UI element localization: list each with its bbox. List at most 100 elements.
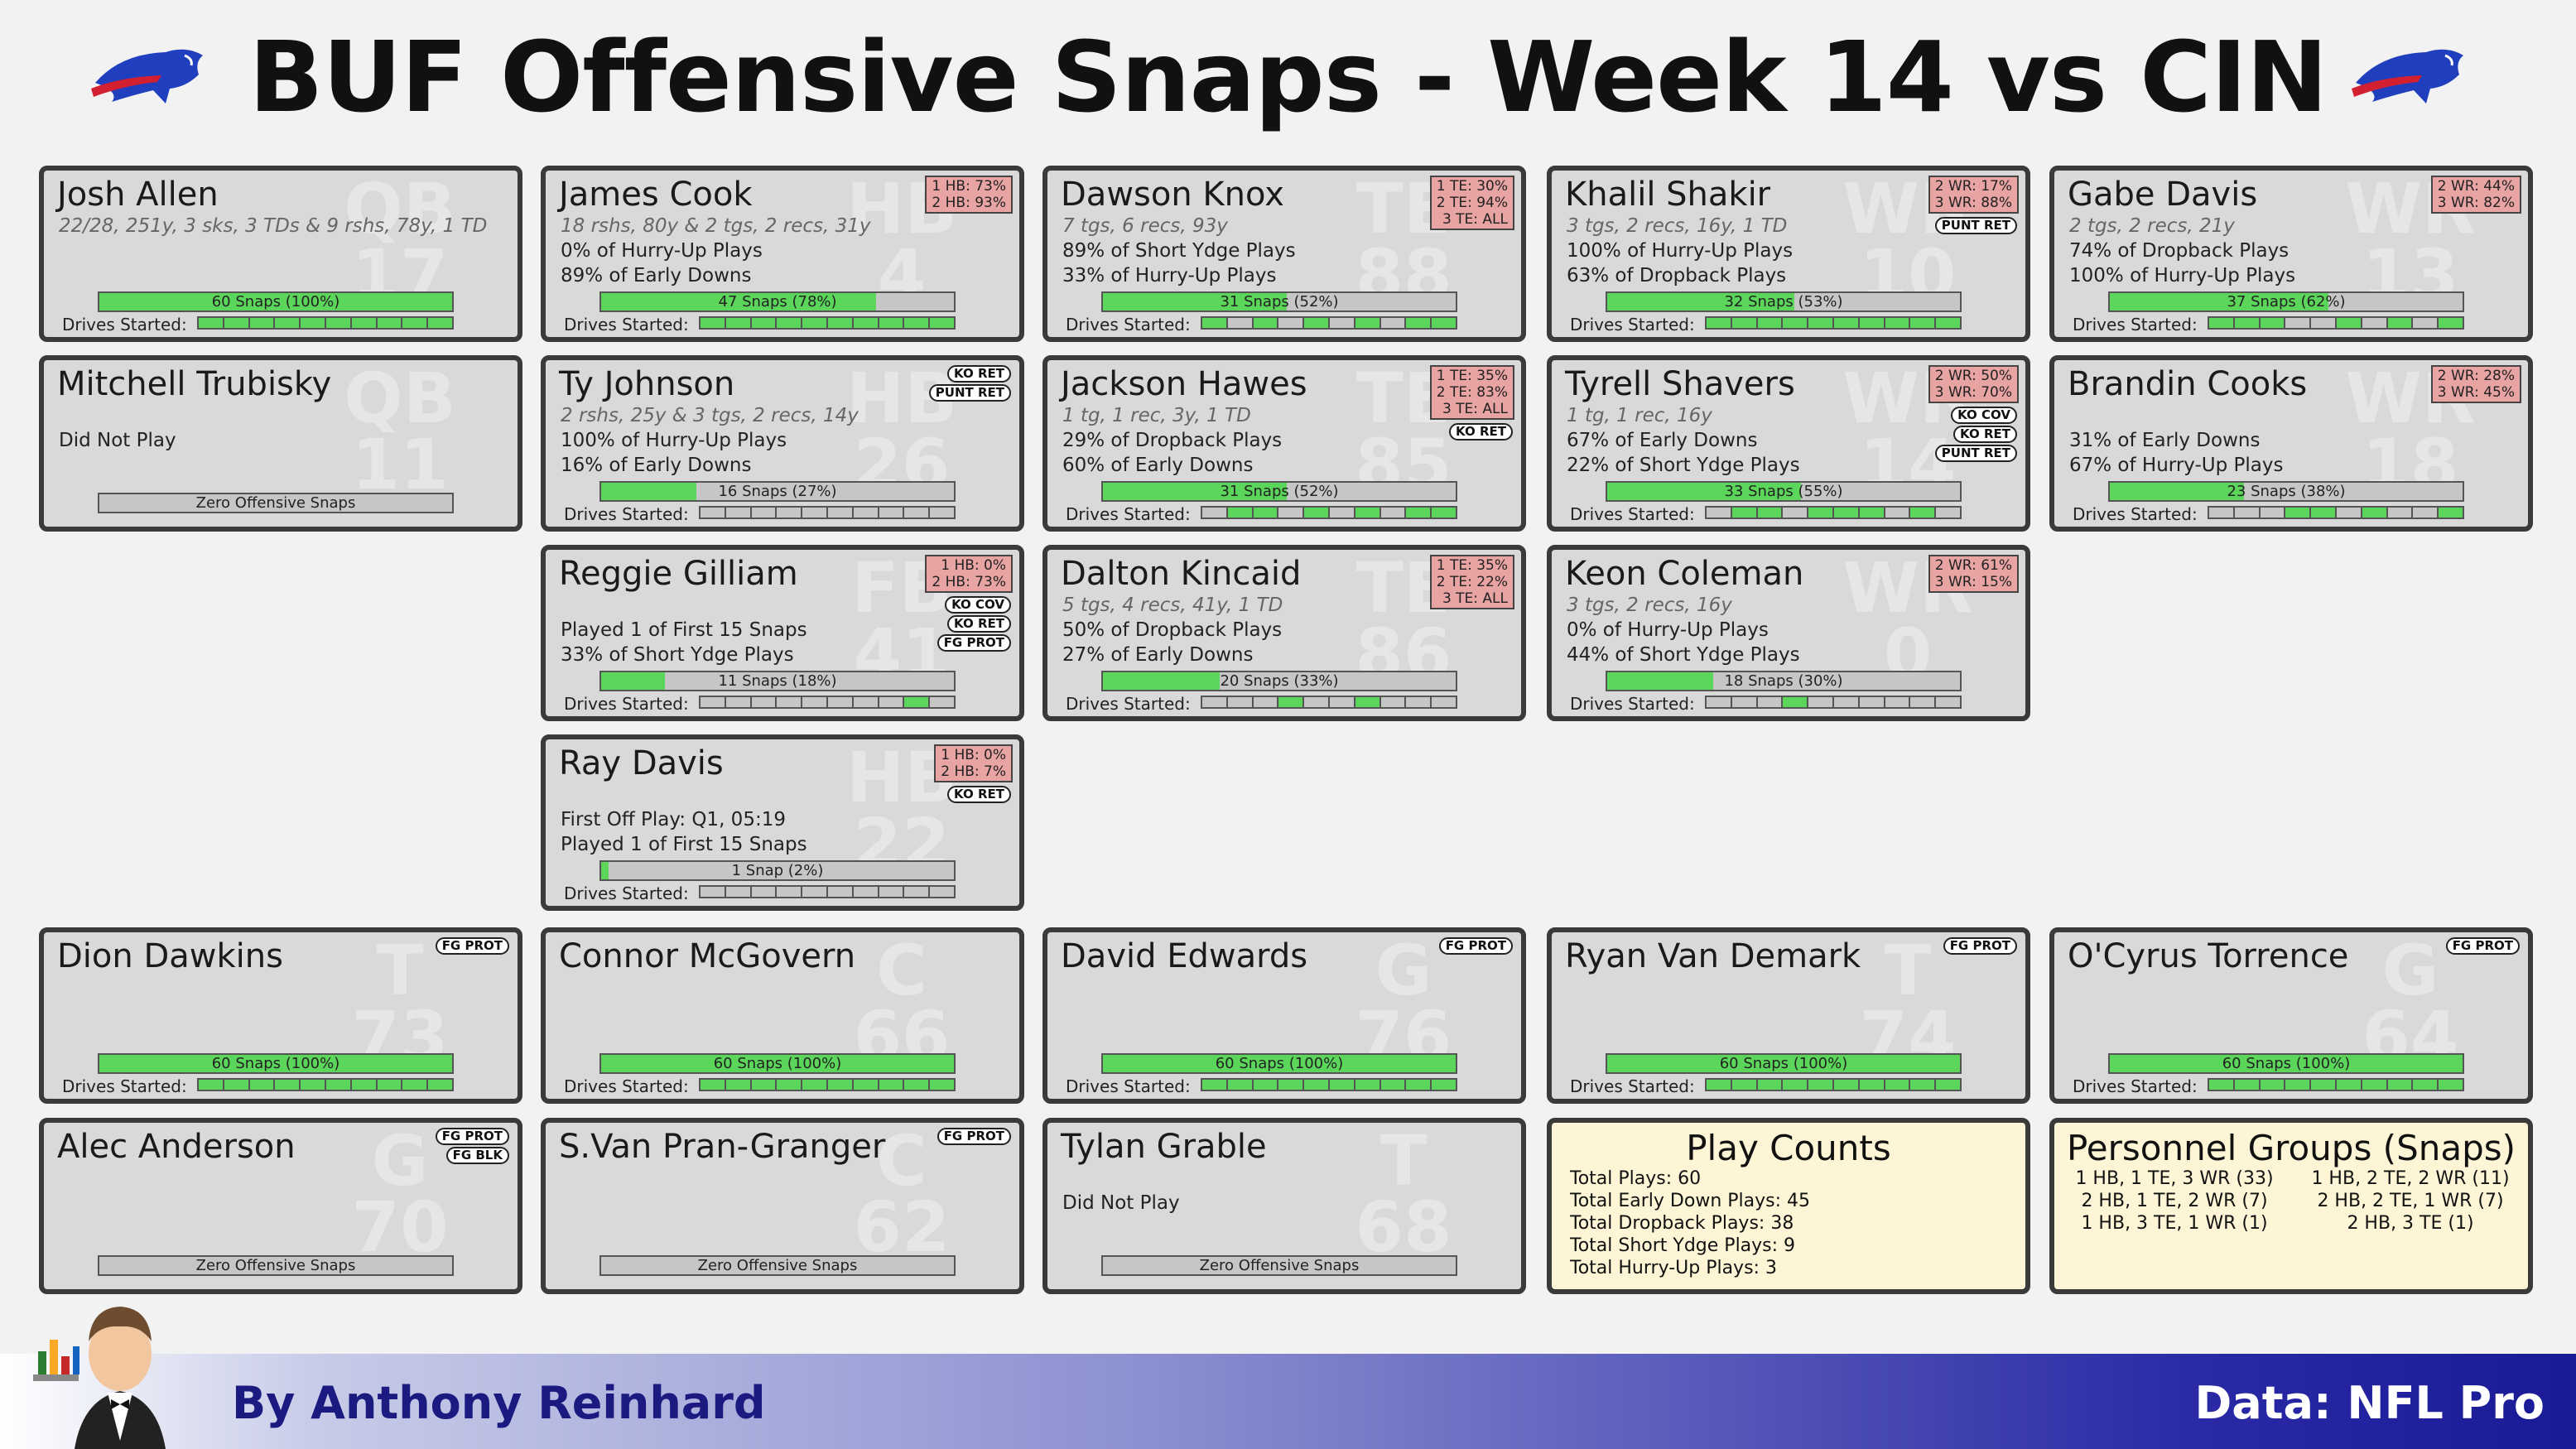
drive-segment xyxy=(751,1080,778,1090)
drive-segment xyxy=(2285,1080,2312,1090)
drive-segment xyxy=(2362,1080,2388,1090)
player-name: Reggie Gilliam xyxy=(559,555,798,593)
stat-line: 3 tgs, 2 recs, 16y xyxy=(1567,595,1732,616)
special-teams-badges: FG PROT xyxy=(2445,937,2520,955)
drive-segment xyxy=(1731,508,1758,518)
player-card: TE 85 Jackson Hawes 1 tg, 1 rec, 3y, 1 TD 29… xyxy=(1042,355,1526,532)
snap-count-label: 60 Snaps (100%) xyxy=(1719,1055,1848,1072)
drive-segment xyxy=(2311,1080,2337,1090)
drive-segment xyxy=(802,318,828,328)
drive-segment xyxy=(930,697,954,707)
drive-segment xyxy=(1432,508,1456,518)
special-teams-badge: KO RET xyxy=(1449,423,1513,440)
player-name: Khalil Shakir xyxy=(1565,176,1771,214)
personnel-group: 2 HB, 1 TE, 2 WR (7) xyxy=(2081,1191,2268,1211)
special-teams-badges: KO RET xyxy=(1449,423,1513,440)
personnel-pct-line: 3 TE: ALL xyxy=(1442,590,1508,607)
play-count-line: Total Plays: 60 xyxy=(1570,1168,1702,1189)
snap-count-bar: 32 Snaps (53%) xyxy=(1606,291,1962,312)
personnel-pct-box: 1 TE: 35% 2 TE: 22% 3 TE: ALL xyxy=(1429,555,1514,609)
drive-segment xyxy=(1228,318,1254,328)
jersey-number: 70 xyxy=(351,1187,449,1268)
special-teams-badge: KO RET xyxy=(947,615,1011,633)
special-teams-badge: KO COV xyxy=(945,596,1011,614)
drive-segment xyxy=(701,318,726,328)
drive-segment xyxy=(904,318,931,328)
drive-segment xyxy=(1885,1080,1911,1090)
position-label: QB xyxy=(344,168,456,249)
special-teams-badges: FG PROT xyxy=(1943,937,2017,955)
drive-segment xyxy=(1808,1080,1834,1090)
drive-segment xyxy=(1330,697,1355,707)
snap-count-fill xyxy=(2110,293,2329,310)
personnel-pct-line: 2 HB: 73% xyxy=(932,574,1006,590)
snap-count-label: 60 Snaps (100%) xyxy=(211,1055,340,1072)
drive-segment xyxy=(725,1080,752,1090)
personnel-pct-box: 2 WR: 44% 3 WR: 82% xyxy=(2430,176,2521,214)
snap-count-bar: 60 Snaps (100%) xyxy=(98,291,454,312)
personnel-pct-line: 1 TE: 30% xyxy=(1436,178,1508,195)
snap-count-label: 16 Snaps (27%) xyxy=(718,483,837,500)
drive-segment xyxy=(224,318,250,328)
drive-segment xyxy=(1731,318,1758,328)
snap-count-bar: 20 Snaps (33%) xyxy=(1101,671,1457,691)
player-name: Tyrell Shavers xyxy=(1565,365,1795,403)
drive-segment xyxy=(2209,508,2235,518)
drives-started-track xyxy=(699,696,956,709)
position-label: G xyxy=(2381,930,2439,1011)
drive-segment xyxy=(2439,318,2463,328)
position-label: T xyxy=(376,930,424,1011)
snap-count-fill xyxy=(99,1055,452,1072)
drive-segment xyxy=(828,887,854,897)
special-teams-badge: FG PROT xyxy=(435,1128,509,1145)
snap-count-fill xyxy=(99,293,452,310)
player-card: HB 22 Ray Davis First Off Play: Q1, 05:19 Pl… xyxy=(541,734,1024,911)
drive-segment xyxy=(1406,318,1432,328)
player-card: TE 88 Dawson Knox 7 tgs, 6 recs, 93y 89% of … xyxy=(1042,166,1526,342)
drive-segment xyxy=(854,697,879,707)
personnel-pct-line: 3 WR: 70% xyxy=(1934,384,2012,401)
drive-segment xyxy=(1885,318,1911,328)
position-number-watermark: T 73 xyxy=(321,930,479,1071)
drive-segment xyxy=(402,318,429,328)
usage-line: 74% of Dropback Plays xyxy=(2069,240,2290,262)
drives-started-label: Drives Started: xyxy=(564,1076,689,1096)
drive-segment xyxy=(2336,318,2362,328)
drive-segment xyxy=(701,697,726,707)
snap-count-fill xyxy=(1607,293,1794,310)
drive-segment xyxy=(1304,1080,1330,1090)
player-card: HB 26 Ty Johnson 2 rshs, 25y & 3 tgs, 2 rec… xyxy=(541,355,1024,532)
position-number-watermark: G 70 xyxy=(321,1126,479,1268)
drive-segment xyxy=(1304,508,1330,518)
drives-started-label: Drives Started: xyxy=(62,1076,187,1096)
usage-line: 100% of Hurry-Up Plays xyxy=(561,430,787,451)
play-count-line: Total Hurry-Up Plays: 3 xyxy=(1570,1258,1777,1278)
position-label: T xyxy=(1379,1120,1428,1201)
personnel-pct-line: 1 HB: 0% xyxy=(941,557,1006,574)
personnel-pct-line: 3 TE: ALL xyxy=(1442,401,1508,417)
usage-line: 60% of Early Downs xyxy=(1062,455,1254,476)
drive-segment xyxy=(2235,508,2261,518)
special-teams-badges: KO RET xyxy=(947,786,1011,803)
play-count-line: Total Early Down Plays: 45 xyxy=(1570,1191,1810,1211)
drive-segment xyxy=(1381,697,1407,707)
drives-started-label: Drives Started: xyxy=(564,883,689,903)
usage-line: 67% of Hurry-Up Plays xyxy=(2069,455,2284,476)
drive-segment xyxy=(1808,508,1834,518)
snap-count-label: 32 Snaps (53%) xyxy=(1724,293,1843,310)
jersey-number: 11 xyxy=(351,424,449,505)
snap-count-bar: 31 Snaps (52%) xyxy=(1101,291,1457,312)
snap-count-fill xyxy=(2110,483,2244,500)
drive-segment xyxy=(224,1080,250,1090)
usage-line: 22% of Short Ydge Plays xyxy=(1567,455,1800,476)
personnel-pct-line: 1 TE: 35% xyxy=(1436,368,1508,384)
position-label: QB xyxy=(344,358,456,439)
stat-line: 5 tgs, 4 recs, 41y, 1 TD xyxy=(1062,595,1283,616)
usage-line: 0% of Hurry-Up Plays xyxy=(1567,619,1769,641)
usage-line: 100% of Hurry-Up Plays xyxy=(1567,240,1794,262)
drive-segment xyxy=(1253,508,1279,518)
drive-segment xyxy=(930,887,954,897)
drives-started-track xyxy=(197,316,454,330)
drive-segment xyxy=(301,1080,326,1090)
drive-segment xyxy=(1355,318,1381,328)
